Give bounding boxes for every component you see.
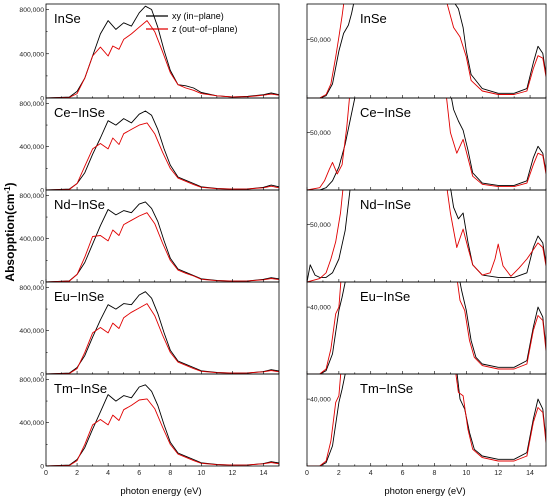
- series-line-z: [307, 374, 546, 466]
- panels: 0 400,000 800,000 InSe 0 400,000 800,000 Ce−InS…: [19, 3, 547, 477]
- y-tick-label: 0: [40, 464, 44, 471]
- x-tick-label: 8: [433, 470, 437, 477]
- panel-frame: [45, 373, 280, 467]
- panel-frame: [306, 189, 547, 283]
- y-tick-label: 400,000: [19, 236, 44, 243]
- series-line-xy: [307, 282, 546, 374]
- x-tick-label: 6: [401, 470, 405, 477]
- y-tick-label: 50,000: [310, 222, 331, 229]
- panel-label: InSe: [360, 11, 387, 26]
- series-line-z: [46, 122, 279, 190]
- y-tick-label: 50,000: [310, 130, 331, 137]
- series-line-xy: [46, 110, 279, 190]
- y-tick-label: 400,000: [19, 51, 44, 58]
- y-tick-label: 400,000: [19, 144, 44, 151]
- panel-left-4: 0 400,000 800,000 Eu−InSe: [19, 281, 280, 379]
- legend-label-z: z (out−of−plane): [172, 24, 238, 34]
- series-line-z: [307, 190, 546, 282]
- panel-frame: [306, 373, 547, 467]
- x-tick-label: 8: [168, 470, 172, 477]
- panel-label: Tm−InSe: [360, 381, 413, 396]
- x-tick-label: 4: [369, 470, 373, 477]
- y-tick-label: 400,000: [19, 328, 44, 335]
- panel-label: Nd−InSe: [54, 197, 105, 212]
- panel-label: Eu−InSe: [54, 289, 104, 304]
- y-axis-label: Absopption(cm-1): [3, 182, 17, 281]
- x-tick-label: 10: [462, 470, 470, 477]
- panel-left-1: 0 400,000 800,000 InSe: [19, 3, 280, 103]
- y-tick-label: 800,000: [19, 101, 44, 108]
- y-axis-label-main: Absopption(cm: [3, 194, 17, 282]
- y-axis-label-superscript: -1: [3, 186, 12, 194]
- series-line-z: [46, 20, 279, 98]
- x-tick-label: 4: [106, 470, 110, 477]
- series-line-z: [307, 4, 546, 98]
- x-tick-label: 12: [229, 470, 237, 477]
- y-tick-label: 800,000: [19, 7, 44, 14]
- panel-left-3: 0 400,000 800,000 Nd−InSe: [19, 189, 280, 287]
- series-line-xy: [46, 291, 279, 374]
- panel-frame: [306, 97, 547, 191]
- panel-left-5: 0 2 4 6 8 10 12 14 0 400,000 800,000 Tm−InSe: [19, 373, 280, 477]
- series-line-z: [307, 98, 546, 190]
- y-tick-label: 50,000: [310, 37, 331, 44]
- panel-label: Ce−InSe: [54, 105, 105, 120]
- series-line-z: [307, 282, 546, 374]
- panel-label: InSe: [54, 11, 81, 26]
- panel-right-5: 0 2 4 6 8 10 12 14 40,000 Tm−InSe: [305, 373, 547, 477]
- x-tick-label: 2: [337, 470, 341, 477]
- y-tick-label: 0: [40, 96, 44, 103]
- panel-frame: [306, 3, 547, 99]
- y-tick-label: 800,000: [19, 193, 44, 200]
- x-tick-label: 14: [260, 470, 268, 477]
- panel-frame: [306, 281, 547, 375]
- x-tick-label: 10: [197, 470, 205, 477]
- panel-left-2: 0 400,000 800,000 Ce−InSe: [19, 97, 280, 195]
- series-line-xy: [307, 98, 546, 190]
- y-tick-label: 0: [40, 372, 44, 379]
- panel-right-2: 50,000 Ce−InSe: [306, 97, 547, 191]
- y-axis-label-close: ): [3, 182, 17, 186]
- y-tick-label: 400,000: [19, 420, 44, 427]
- y-tick-label: 40,000: [310, 397, 331, 404]
- y-tick-label: 800,000: [19, 377, 44, 384]
- legend-label-xy: xy (in−plane): [172, 11, 224, 21]
- y-tick-label: 0: [40, 280, 44, 287]
- x-tick-label: 2: [75, 470, 79, 477]
- y-tick-label: 800,000: [19, 285, 44, 292]
- legend: xy (in−plane) z (out−of−plane): [146, 11, 238, 34]
- x-tick-label: 12: [494, 470, 502, 477]
- x-tick-label: 0: [305, 470, 309, 477]
- panel-label: Ce−InSe: [360, 105, 411, 120]
- x-tick-label: 6: [137, 470, 141, 477]
- panel-label: Tm−InSe: [54, 381, 107, 396]
- series-line-xy: [307, 190, 546, 282]
- y-tick-label: 0: [40, 188, 44, 195]
- series-line-xy: [46, 384, 279, 466]
- panel-right-1: 50,000 InSe: [306, 3, 547, 99]
- x-tick-label: 0: [44, 470, 48, 477]
- panel-label: Eu−InSe: [360, 289, 410, 304]
- series-line-z: [46, 212, 279, 282]
- x-axis-label-right: photon energy (eV): [384, 486, 465, 497]
- panel-right-4: 40,000 Eu−InSe: [306, 281, 547, 375]
- y-tick-label: 40,000: [310, 305, 331, 312]
- x-axis-label-left: photon energy (eV): [120, 486, 201, 497]
- series-line-z: [46, 303, 279, 374]
- panel-right-3: 50,000 Nd−InSe: [306, 189, 547, 283]
- series-line-xy: [307, 4, 546, 98]
- series-line-z: [46, 398, 279, 466]
- x-tick-label: 14: [526, 470, 534, 477]
- panel-label: Nd−InSe: [360, 197, 411, 212]
